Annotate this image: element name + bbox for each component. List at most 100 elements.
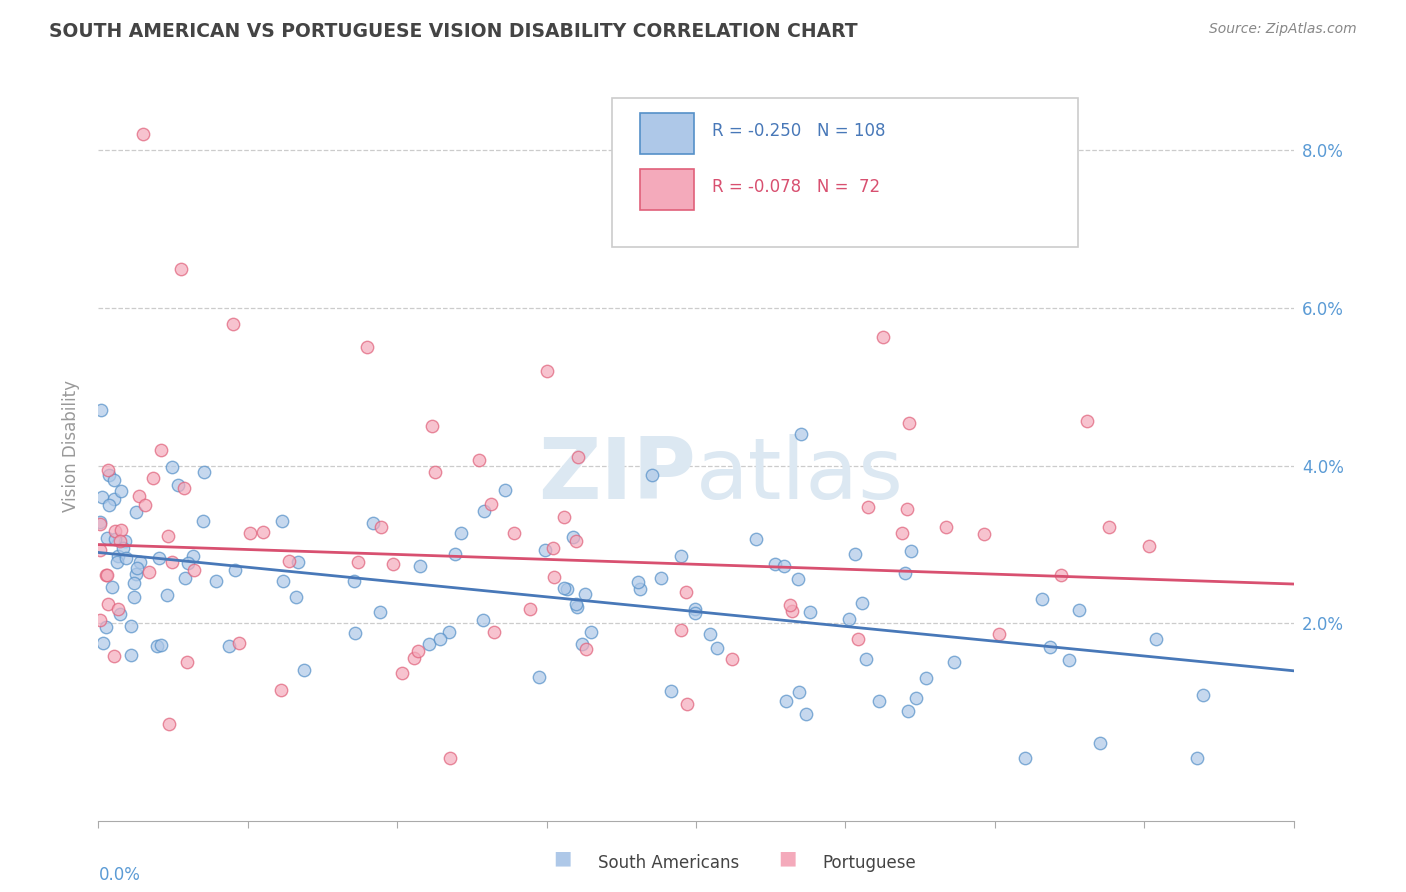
- Point: [368, 605, 391, 619]
- Point: [128, 489, 150, 503]
- Point: [193, 465, 215, 479]
- Point: [97, 498, 120, 512]
- Point: [128, 555, 150, 569]
- Point: [160, 459, 183, 474]
- Point: [205, 574, 228, 588]
- Point: [114, 533, 136, 548]
- Point: [271, 574, 294, 589]
- Point: [669, 549, 692, 563]
- Point: [1088, 736, 1111, 750]
- Point: [134, 499, 156, 513]
- Point: [271, 514, 294, 528]
- Point: [361, 516, 384, 530]
- Text: ■: ■: [553, 849, 572, 868]
- Point: [472, 613, 495, 627]
- Text: Source: ZipAtlas.com: Source: ZipAtlas.com: [1209, 22, 1357, 37]
- Point: [132, 128, 155, 142]
- Point: [277, 554, 299, 568]
- Point: [579, 624, 602, 639]
- Point: [1050, 567, 1073, 582]
- Point: [169, 261, 191, 276]
- Point: [553, 581, 575, 595]
- Point: [439, 625, 461, 640]
- Text: ZIP: ZIP: [538, 434, 696, 517]
- Point: [872, 330, 894, 344]
- Point: [96, 531, 118, 545]
- Point: [104, 524, 127, 538]
- Point: [683, 602, 706, 616]
- Point: [160, 555, 183, 569]
- Point: [904, 691, 927, 706]
- Point: [565, 533, 588, 548]
- Point: [536, 364, 558, 378]
- Point: [382, 557, 405, 571]
- Point: [1039, 640, 1062, 654]
- Point: [914, 672, 936, 686]
- Point: [181, 549, 204, 563]
- Point: [943, 655, 966, 669]
- Point: [787, 573, 810, 587]
- Point: [794, 706, 817, 721]
- Point: [527, 669, 550, 683]
- Point: [125, 567, 148, 582]
- Point: [90, 402, 112, 417]
- Point: [127, 560, 149, 574]
- Point: [103, 492, 125, 507]
- Point: [100, 580, 122, 594]
- Point: [228, 636, 250, 650]
- Point: [669, 623, 692, 637]
- Point: [108, 533, 131, 548]
- Point: [855, 651, 877, 665]
- Point: [104, 532, 127, 546]
- Point: [891, 526, 914, 541]
- Point: [222, 317, 245, 331]
- Point: [676, 698, 699, 712]
- Point: [89, 517, 111, 532]
- Point: [176, 655, 198, 669]
- Point: [444, 547, 467, 561]
- Point: [107, 549, 129, 564]
- Point: [391, 666, 413, 681]
- Point: [97, 467, 120, 482]
- Point: [868, 693, 890, 707]
- Point: [1069, 603, 1091, 617]
- Point: [122, 591, 145, 605]
- Point: [146, 639, 169, 653]
- Point: [799, 605, 821, 619]
- Point: [562, 530, 585, 544]
- Point: [675, 585, 697, 599]
- Point: [114, 551, 136, 566]
- Point: [191, 514, 214, 528]
- Point: [780, 604, 803, 618]
- Point: [156, 587, 179, 601]
- Point: [468, 453, 491, 467]
- Point: [142, 471, 165, 485]
- Text: South Americans: South Americans: [598, 855, 738, 872]
- Point: [789, 427, 811, 442]
- Point: [344, 626, 367, 640]
- Point: [1144, 632, 1167, 647]
- Point: [851, 596, 873, 610]
- Point: [439, 750, 461, 764]
- Point: [1057, 653, 1080, 667]
- Point: [543, 570, 565, 584]
- Text: SOUTH AMERICAN VS PORTUGUESE VISION DISABILITY CORRELATION CHART: SOUTH AMERICAN VS PORTUGUESE VISION DISA…: [49, 22, 858, 41]
- Bar: [640, 112, 693, 153]
- Point: [534, 542, 557, 557]
- Point: [110, 523, 132, 537]
- Point: [973, 526, 995, 541]
- Point: [285, 590, 308, 604]
- Point: [270, 682, 292, 697]
- Point: [173, 572, 195, 586]
- Point: [575, 641, 598, 656]
- Point: [96, 568, 118, 582]
- Point: [494, 483, 516, 497]
- Point: [1014, 750, 1036, 764]
- Point: [775, 694, 797, 708]
- Point: [343, 574, 366, 589]
- Point: [472, 504, 495, 518]
- Point: [91, 636, 114, 650]
- Point: [987, 627, 1010, 641]
- Point: [120, 619, 142, 633]
- Point: [103, 649, 125, 664]
